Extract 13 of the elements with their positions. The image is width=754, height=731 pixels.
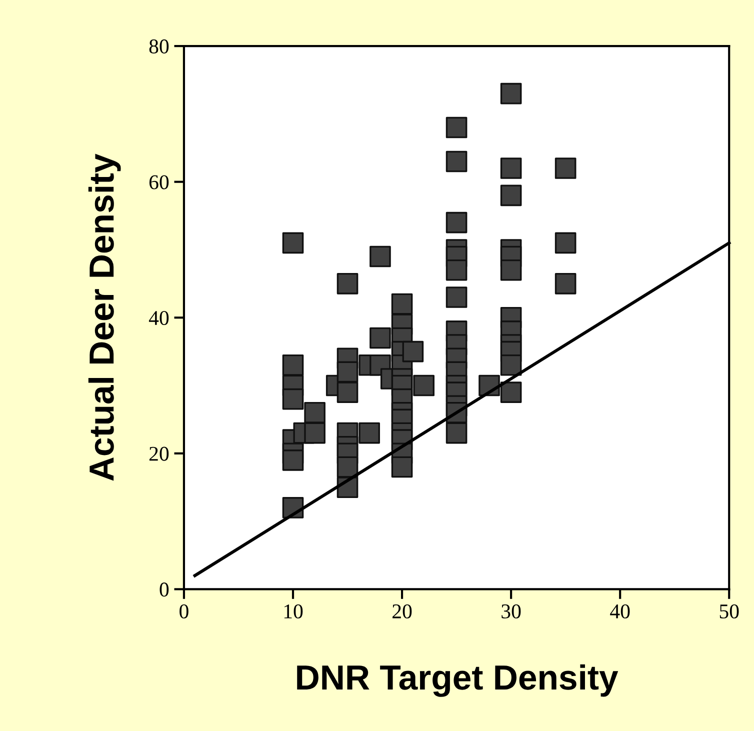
x-tick-label: 20 — [392, 604, 412, 618]
x-tick-label: 40 — [610, 604, 630, 618]
y-tick-label: 0 — [160, 582, 169, 597]
x-tick-label: 50 — [720, 604, 739, 618]
x-tick-label: 0 — [180, 604, 188, 618]
y-axis-title: Actual Deer Density — [88, 154, 121, 481]
y-tick-label: 20 — [149, 446, 169, 461]
x-tick-label: 10 — [284, 604, 303, 618]
x-axis-title: DNR Target Density — [297, 664, 618, 697]
x-tick-label: 30 — [502, 604, 521, 618]
y-tick-label: 60 — [149, 175, 169, 190]
y-tick-label: 40 — [148, 310, 169, 326]
y-tick-label: 80 — [149, 39, 169, 54]
